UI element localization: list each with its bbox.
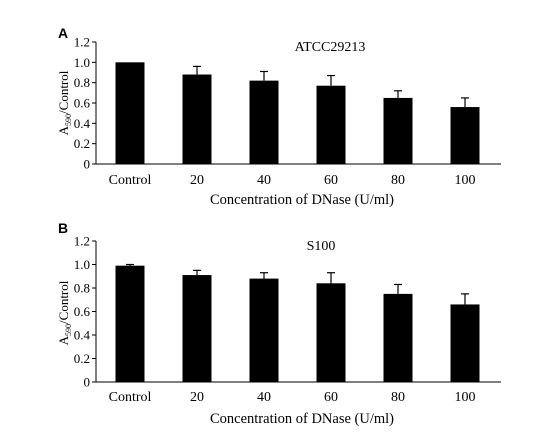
panel-b-bars	[115, 263, 480, 382]
panel-b-x-axis-label: Concentration of DNase (U/ml)	[210, 411, 394, 427]
panel-b-y-ticks: 0 0.2 0.4 0.6 0.8 1.0 1.2	[74, 234, 96, 390]
y-tick-label: 0.8	[74, 281, 90, 296]
category-label: Control	[109, 173, 152, 188]
bar-control	[115, 265, 145, 382]
y-tick-label: 0	[84, 375, 91, 390]
category-label: 60	[324, 173, 338, 188]
y-tick-label: 0.2	[74, 136, 90, 151]
panel-a-x-axis-label: Concentration of DNase (U/ml)	[210, 192, 394, 208]
y-tick-label: 0.8	[74, 75, 90, 90]
bar-80	[383, 97, 413, 164]
category-label: 100	[455, 173, 476, 188]
y-tick-label: 0	[84, 157, 91, 172]
y-tick-label: 0.2	[74, 351, 90, 366]
panel-a-category-labels: Control 20 40 60 80 100	[109, 173, 476, 188]
bar-20	[182, 275, 212, 382]
y-tick-label: 1.2	[74, 234, 90, 249]
panel-label-b: B	[58, 220, 68, 236]
panel-a-bars	[115, 62, 480, 165]
panel-a-title: ATCC29213	[295, 40, 366, 55]
bar-40	[249, 80, 279, 164]
panel-label-a: A	[58, 25, 68, 41]
bar-100	[450, 107, 480, 164]
y-tick-label: 0.4	[74, 328, 91, 343]
y-tick-label: 0.6	[74, 96, 91, 111]
bar-control	[115, 62, 145, 165]
bar-40	[249, 278, 279, 382]
panel-b-y-axis-label: A590/Control	[56, 280, 73, 345]
bar-60	[316, 283, 346, 382]
y-tick-label: 0.4	[74, 116, 91, 131]
category-label: 80	[391, 173, 405, 188]
category-label: 40	[257, 173, 271, 188]
category-label: 80	[391, 390, 405, 405]
y-tick-label: 1.0	[74, 257, 90, 272]
category-label: 20	[190, 173, 204, 188]
panel-a: A ATCC29213 0 0.2 0.4 0.6 0.8 1.0 1.2 Control 2…	[56, 25, 501, 208]
bar-100	[450, 304, 480, 382]
category-label: 60	[324, 390, 338, 405]
category-label: 100	[455, 390, 476, 405]
panel-b-title: S100	[307, 239, 336, 254]
panel-a-y-ticks: 0 0.2 0.4 0.6 0.8 1.0 1.2	[74, 35, 96, 172]
category-label: Control	[109, 390, 152, 405]
category-label: 40	[257, 390, 271, 405]
bar-60	[316, 85, 346, 164]
y-tick-label: 0.6	[74, 304, 91, 319]
bar-20	[182, 74, 212, 164]
y-tick-label: 1.0	[74, 55, 90, 70]
panel-b-category-labels: Control 20 40 60 80 100	[109, 390, 476, 405]
bar-80	[383, 293, 413, 382]
y-tick-label: 1.2	[74, 35, 90, 50]
category-label: 20	[190, 390, 204, 405]
panel-a-y-axis-label: A590/Control	[56, 70, 73, 135]
panel-b: B S100 0 0.2 0.4 0.6 0.8 1.0 1.2 Control 20 40 60…	[56, 220, 501, 427]
